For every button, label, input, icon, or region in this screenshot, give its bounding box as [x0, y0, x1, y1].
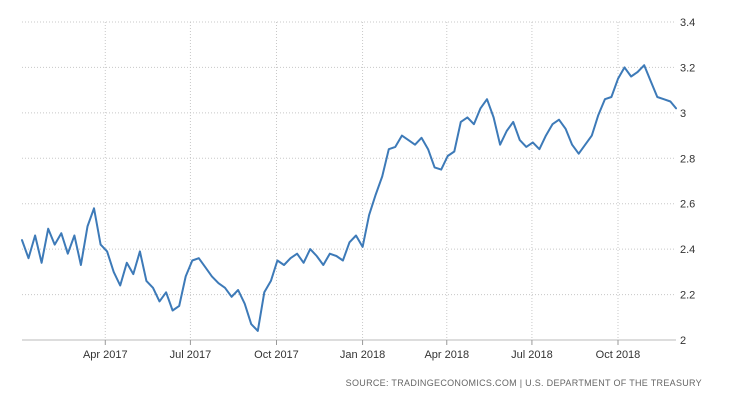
x-tick-label: Apr 2017 — [83, 349, 128, 361]
y-tick-label: 3.2 — [680, 62, 695, 74]
x-tick-label: Apr 2018 — [424, 349, 469, 361]
series-layer — [21, 64, 677, 332]
x-tick-label: Jan 2018 — [340, 349, 385, 361]
x-tick-label: Jul 2017 — [170, 349, 212, 361]
grid-lines — [22, 21, 676, 341]
y-tick-label: 2 — [680, 335, 686, 347]
x-tick-label: Jul 2018 — [511, 349, 553, 361]
x-axis-ticks: Apr 2017 Jul 2017 Oct 2017 Jan 2018 Apr 2018… — [83, 340, 640, 361]
y-tick-label: 2.4 — [680, 244, 695, 256]
y-tick-label: 2.8 — [680, 153, 695, 165]
y-tick-label: 3.4 — [680, 17, 695, 29]
y-tick-label: 2.2 — [680, 290, 695, 302]
series-line — [21, 64, 677, 332]
y-tick-label: 2.6 — [680, 199, 695, 211]
source-label: SOURCE: TRADINGECONOMICS.COM | U.S. DEPA… — [346, 378, 702, 388]
y-axis-ticks: 2 2.2 2.4 2.6 2.8 3 3.2 3.4 — [680, 17, 695, 347]
x-tick-label: Oct 2018 — [596, 349, 641, 361]
y-tick-label: 3 — [680, 108, 686, 120]
x-tick-label: Oct 2017 — [254, 349, 299, 361]
